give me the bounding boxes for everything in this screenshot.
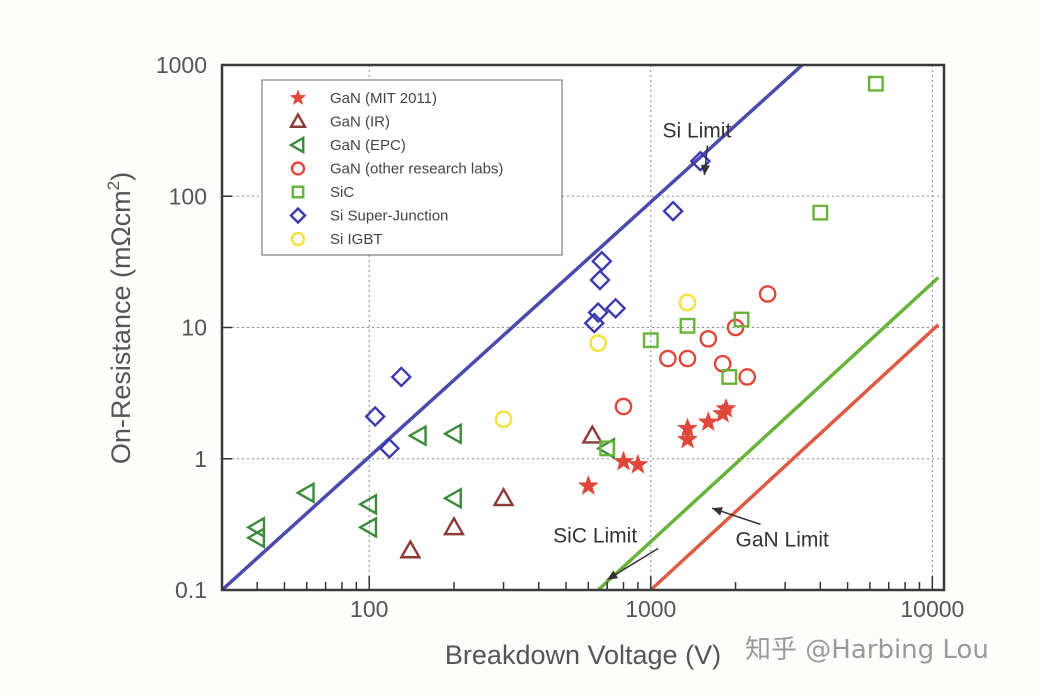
annotation-arrowhead xyxy=(700,164,710,176)
data-point xyxy=(721,368,738,385)
data-point xyxy=(357,493,378,516)
plot-frame xyxy=(220,63,946,592)
limit-lines xyxy=(220,63,940,592)
data-point xyxy=(442,515,466,536)
legend-label: Si IGBT xyxy=(330,231,383,248)
legend-marker xyxy=(289,89,307,106)
data-point xyxy=(867,75,884,92)
data-point xyxy=(581,424,604,444)
annotation-label: SiC Limit xyxy=(553,525,637,548)
legend-label: SiC xyxy=(330,184,354,201)
legend-label: GaN (MIT 2011) xyxy=(330,90,437,107)
annotation-label: Si Limit xyxy=(662,120,731,143)
annotation-arrowhead xyxy=(712,507,723,516)
data-point xyxy=(357,516,378,539)
data-point xyxy=(587,301,609,324)
data-point xyxy=(612,450,635,471)
data-point xyxy=(642,332,659,349)
data-point xyxy=(245,516,266,539)
data-point xyxy=(733,311,750,328)
data-point xyxy=(577,474,599,496)
annotation-label: GaN Limit xyxy=(736,528,830,551)
y-tick-label: 0.1 xyxy=(175,577,207,603)
x-tick-label: 100 xyxy=(350,596,388,622)
data-point xyxy=(494,410,513,429)
data-point xyxy=(591,250,613,272)
data-point xyxy=(442,487,462,510)
limit-line xyxy=(649,323,940,592)
legend-marker xyxy=(288,112,308,128)
data-point xyxy=(378,437,401,460)
y-tick-label: 10 xyxy=(181,315,207,341)
data-point xyxy=(627,453,649,474)
data-point xyxy=(407,424,427,447)
watermark: 知乎 @Harbing Lou xyxy=(745,635,989,665)
data-point xyxy=(492,486,515,507)
data-point xyxy=(678,293,697,312)
data-point xyxy=(442,422,462,445)
limit-line xyxy=(220,63,804,592)
data-point xyxy=(662,200,684,222)
data-point xyxy=(599,440,616,457)
legend-box xyxy=(261,79,563,256)
y-tick-label: 1000 xyxy=(156,52,207,78)
data-point xyxy=(676,428,698,449)
annotation-arrowhead xyxy=(607,570,619,580)
legend-marker xyxy=(288,135,305,155)
legend-marker xyxy=(290,161,306,176)
data-point xyxy=(679,317,696,334)
data-point xyxy=(676,417,699,438)
data-point xyxy=(738,368,757,386)
data-point xyxy=(399,539,422,559)
legend-label: GaN (other research labs) xyxy=(330,161,503,178)
data-point xyxy=(589,334,607,352)
data-point xyxy=(659,349,677,368)
legend-marker xyxy=(291,185,305,199)
y-axis-title: On-Resistance (mΩcm2) xyxy=(104,172,136,464)
data-point xyxy=(758,285,777,303)
data-point xyxy=(604,297,627,320)
data-point xyxy=(589,269,611,291)
data-point xyxy=(699,329,718,348)
data-point xyxy=(295,481,315,504)
y-axis-title-superscript: 2 xyxy=(104,181,123,190)
legend: GaN (MIT 2011) GaN (IR) GaN (EPC) GaN (othe… xyxy=(261,79,563,256)
data-point xyxy=(715,397,737,418)
data-point xyxy=(697,411,719,432)
data-point xyxy=(245,526,266,549)
limit-line xyxy=(596,276,940,592)
data-point xyxy=(678,349,697,368)
data-point xyxy=(812,204,829,221)
y-tick-label: 1 xyxy=(194,446,207,472)
legend-marker xyxy=(290,231,306,247)
x-axis-title: Breakdown Voltage (V) xyxy=(445,640,721,670)
data-point xyxy=(390,366,413,388)
x-tick-label: 1000 xyxy=(625,596,676,622)
y-tick-label: 100 xyxy=(169,183,207,209)
data-point xyxy=(364,405,386,428)
annotations: Si Limit SiC Limit GaN Limit xyxy=(553,120,830,581)
x-tick-label: 10000 xyxy=(900,596,964,622)
tick-labels: 100 1000 10000 0.1 1 10 100 1000 xyxy=(156,52,965,622)
legend-label: Si Super-Junction xyxy=(330,208,448,225)
legend-label: GaN (IR) xyxy=(330,114,390,131)
legend-marker xyxy=(289,206,307,225)
data-point xyxy=(614,397,633,416)
legend-label: GaN (EPC) xyxy=(330,137,406,154)
